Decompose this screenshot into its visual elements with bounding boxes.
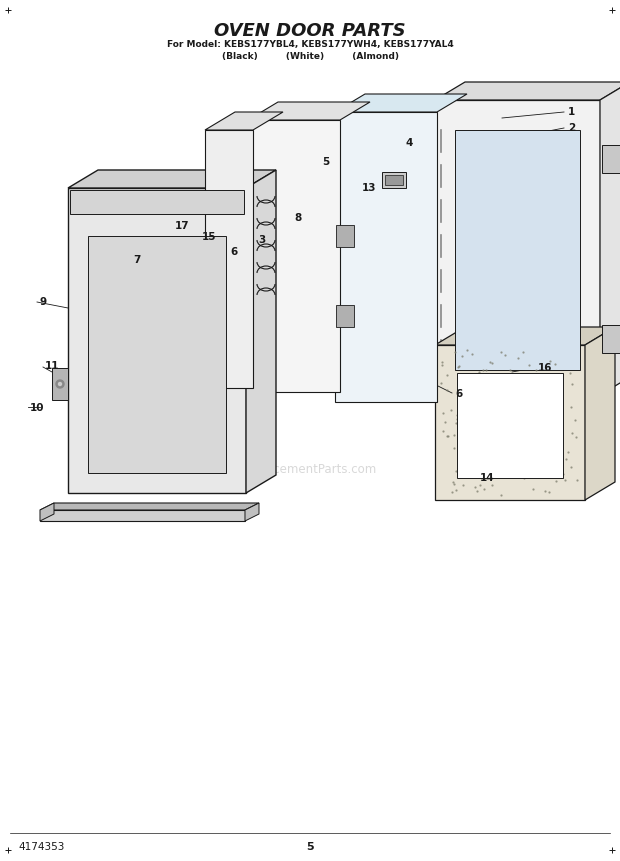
Text: 14: 14 <box>480 473 495 483</box>
Polygon shape <box>600 82 620 395</box>
Polygon shape <box>457 373 563 478</box>
Text: (Black)         (White)         (Almond): (Black) (White) (Almond) <box>221 52 399 61</box>
Polygon shape <box>335 94 467 112</box>
Polygon shape <box>245 503 259 521</box>
Text: 10: 10 <box>30 403 45 413</box>
Polygon shape <box>40 503 259 510</box>
Bar <box>382 172 406 188</box>
Text: 17: 17 <box>175 221 190 231</box>
Polygon shape <box>248 102 370 120</box>
Polygon shape <box>68 170 276 188</box>
Polygon shape <box>585 327 615 500</box>
Text: 5: 5 <box>306 842 314 852</box>
Polygon shape <box>205 130 253 388</box>
Text: 9: 9 <box>40 297 47 307</box>
Text: 8: 8 <box>294 213 301 223</box>
Polygon shape <box>435 345 585 500</box>
Text: 11: 11 <box>45 361 60 371</box>
Text: 6: 6 <box>230 247 237 257</box>
Polygon shape <box>435 100 600 395</box>
Text: 6: 6 <box>455 389 463 399</box>
Polygon shape <box>336 225 354 247</box>
Polygon shape <box>205 112 283 130</box>
Text: 1: 1 <box>568 107 575 117</box>
Polygon shape <box>435 327 615 345</box>
Text: 3: 3 <box>258 235 265 245</box>
Text: For Model: KEBS177YBL4, KEBS177YWH4, KEBS177YAL4: For Model: KEBS177YBL4, KEBS177YWH4, KEB… <box>167 40 453 49</box>
Text: 4174353: 4174353 <box>18 842 64 852</box>
Text: 4: 4 <box>405 138 412 148</box>
Text: 15: 15 <box>202 232 216 242</box>
Polygon shape <box>248 120 340 392</box>
Polygon shape <box>40 503 54 521</box>
Polygon shape <box>246 170 276 493</box>
Polygon shape <box>40 510 245 521</box>
Text: 16: 16 <box>538 363 552 373</box>
Text: OVEN DOOR PARTS: OVEN DOOR PARTS <box>214 22 406 40</box>
Polygon shape <box>602 325 620 353</box>
Text: 2: 2 <box>568 123 575 133</box>
Polygon shape <box>336 305 354 327</box>
Bar <box>385 175 403 185</box>
Text: 5: 5 <box>322 157 329 167</box>
Polygon shape <box>435 82 620 100</box>
Polygon shape <box>455 130 580 370</box>
Bar <box>70 190 244 214</box>
Circle shape <box>56 380 64 388</box>
Text: 13: 13 <box>362 183 376 193</box>
Polygon shape <box>335 112 437 402</box>
Polygon shape <box>602 145 620 173</box>
Polygon shape <box>52 368 68 400</box>
Circle shape <box>58 382 61 386</box>
Text: eReplacementParts.com: eReplacementParts.com <box>233 463 376 476</box>
Polygon shape <box>68 188 246 493</box>
Text: 7: 7 <box>133 255 140 265</box>
Polygon shape <box>88 236 226 473</box>
